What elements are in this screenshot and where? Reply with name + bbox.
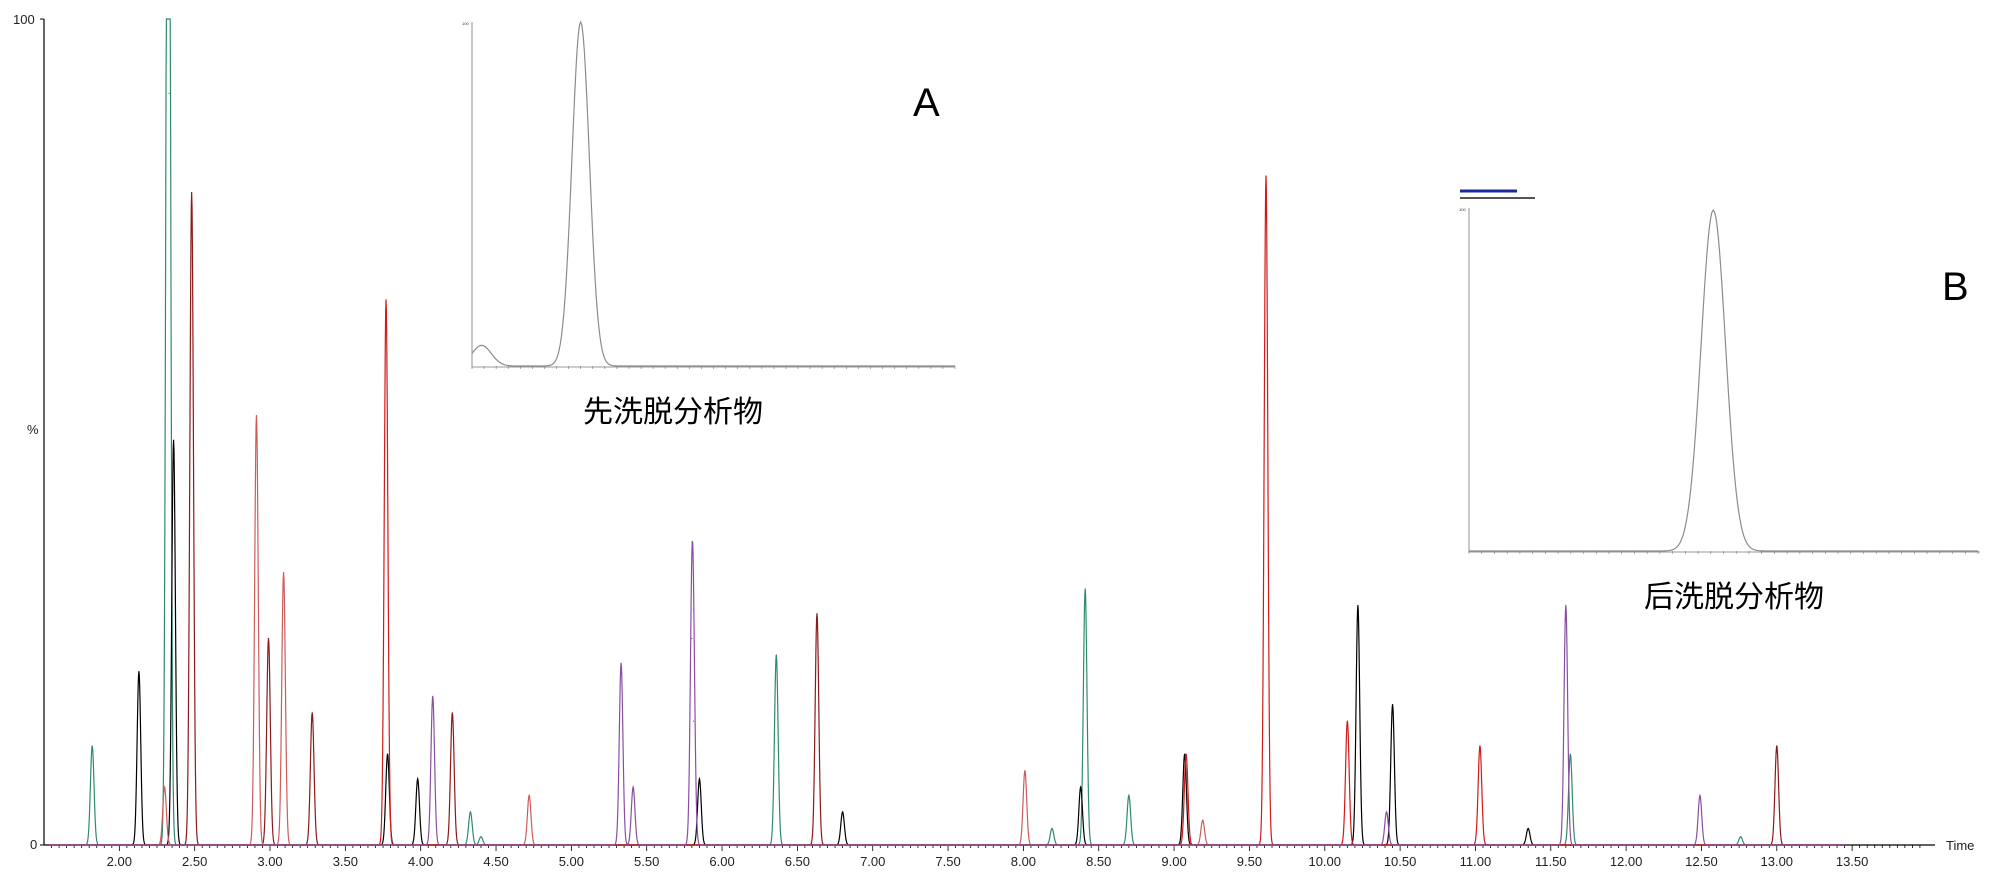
series-peak-point	[191, 191, 193, 194]
inset-b-peak-curve	[1469, 208, 1978, 552]
series-peak-point	[166, 18, 169, 20]
series-peak-point	[1569, 753, 1571, 755]
series-peak-point	[816, 613, 818, 615]
inset-a-ticks	[471, 366, 956, 369]
x-tick-label: 4.00	[408, 854, 433, 869]
series-line-6	[48, 540, 1845, 846]
series-peak-point	[1346, 720, 1348, 722]
series-peak-point	[1051, 827, 1053, 830]
x-tick-label: 7.00	[860, 854, 885, 869]
series-layer	[48, 18, 1845, 846]
inset-b-y-tick-top: 100	[1459, 207, 1466, 212]
series-peak-point	[469, 811, 472, 813]
series-peak-point	[163, 786, 166, 788]
x-tick-label: 8.50	[1086, 854, 1111, 869]
series-peak-point	[282, 571, 285, 574]
inset-a-peak-curve	[471, 20, 955, 367]
series-peak-point	[1776, 745, 1778, 747]
x-tick-label: 7.50	[935, 854, 960, 869]
series-peak-point	[1024, 770, 1026, 772]
inset-b-caption: 后洗脱分析物	[1644, 580, 1824, 615]
x-tick-label: 13.00	[1761, 854, 1794, 869]
series-peak-point	[698, 778, 701, 780]
x-tick-label: 6.50	[785, 854, 810, 869]
series-peak-point	[172, 439, 175, 441]
inset-a-caption: 先洗脱分析物	[583, 395, 763, 430]
y-tick-label-bottom: 0	[30, 837, 37, 852]
series-peak-point	[775, 654, 777, 656]
series-peak-point	[1699, 794, 1701, 797]
x-ticks: 2.00 2.50 3.00 3.50 4.00 4.50 5.00 5.50 6.00 6.50…	[51, 845, 1921, 869]
inset-a-background	[470, 20, 960, 370]
x-tick-label: 12.00	[1610, 854, 1643, 869]
series-peak-point	[1357, 604, 1359, 607]
series-peak-point	[1080, 786, 1082, 788]
y-tick-label-top: 100	[13, 12, 35, 27]
x-tick-label: 6.00	[709, 854, 734, 869]
series-peak-point	[255, 414, 258, 417]
x-tick-label: 10.00	[1308, 854, 1341, 869]
series-peak-point	[267, 637, 270, 640]
series-peak-point	[841, 811, 844, 813]
y-axis-label: %	[27, 422, 39, 437]
series-peak-point	[451, 712, 453, 714]
x-tick-label: 13.50	[1836, 854, 1869, 869]
series-peak-point	[385, 299, 387, 301]
x-tick-label: 12.50	[1685, 854, 1718, 869]
inset-a-letter: A	[913, 81, 940, 125]
series-peak-point	[691, 637, 693, 640]
series-peak-point	[1391, 703, 1394, 706]
series-peak-point	[632, 786, 634, 788]
x-tick-label: 8.00	[1011, 854, 1036, 869]
series-peak-point	[1565, 604, 1567, 607]
series-peak-point	[1084, 588, 1086, 590]
series-peak-point	[1185, 753, 1187, 755]
series-peak-point	[1479, 745, 1481, 747]
series-peak-point	[417, 778, 419, 780]
series-peak-point	[168, 92, 170, 94]
x-tick-label: 5.00	[559, 854, 584, 869]
x-tick-label: 10.50	[1384, 854, 1417, 869]
series-peak-point	[1128, 794, 1130, 797]
x-tick-label: 5.50	[634, 854, 659, 869]
x-tick-label: 11.00	[1460, 854, 1492, 869]
series-peak-point	[1527, 827, 1529, 830]
x-tick-label: 9.50	[1237, 854, 1262, 869]
inset-b-letter: B	[1942, 265, 1969, 309]
series-peak-point	[1184, 753, 1186, 755]
series-peak-point	[1265, 175, 1267, 177]
x-tick-label: 4.50	[483, 854, 508, 869]
series-peak-point	[692, 720, 695, 722]
x-tick-label: 11.50	[1535, 854, 1567, 869]
series-peak-point	[311, 712, 313, 714]
x-axis-label: Time	[1946, 838, 1974, 853]
series-peak-point	[528, 794, 530, 797]
series-peak-point	[620, 662, 622, 664]
x-tick-label: 2.00	[107, 854, 132, 869]
x-tick-label: 2.50	[182, 854, 207, 869]
series-peak-point	[1740, 836, 1742, 838]
x-tick-label: 9.00	[1161, 854, 1186, 869]
series-peak-point	[1202, 819, 1204, 821]
inset-a-y-tick-top: 100	[462, 21, 469, 26]
series-peak-point	[138, 670, 140, 673]
series-peak-point	[386, 753, 389, 755]
inset-a: 100 A 先洗脱分析物	[462, 20, 960, 430]
series-peak-point	[480, 836, 482, 838]
series-peak-point	[1385, 811, 1388, 813]
inset-b: 100 B 后洗脱分析物	[1455, 185, 1983, 615]
x-tick-label: 3.00	[257, 854, 282, 869]
series-peak-point	[432, 695, 434, 697]
series-peak-point	[91, 745, 93, 747]
x-tick-label: 3.50	[333, 854, 358, 869]
